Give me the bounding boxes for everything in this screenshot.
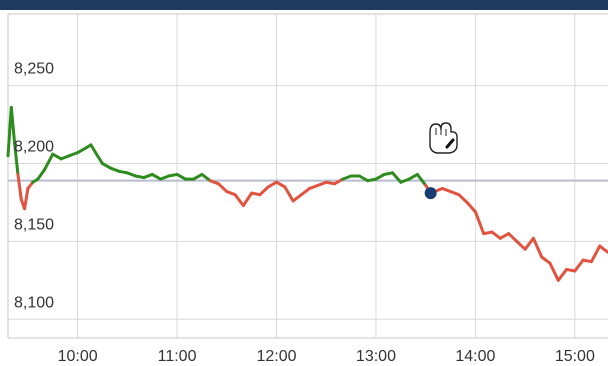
series-segment [598, 244, 608, 254]
series-segment [23, 186, 30, 211]
series-segment [233, 193, 245, 208]
x-tick-label: 15:00 [555, 348, 595, 365]
series-segment [275, 180, 287, 189]
series-segment [391, 171, 403, 184]
x-tick-label: 13:00 [356, 348, 396, 365]
series-segment [457, 193, 469, 204]
series-segment [266, 180, 279, 189]
series-segment [96, 154, 104, 166]
header-bar [0, 0, 608, 10]
y-axis-ticks: 8,100 8,150 8,200 8,250 [14, 61, 54, 312]
series-segment [507, 232, 519, 243]
series-segment [465, 200, 477, 214]
series-segment [357, 174, 370, 183]
series-segment [216, 182, 229, 194]
series-segment [415, 172, 428, 187]
y-tick-label: 8,250 [14, 61, 54, 78]
series-segment [51, 152, 63, 161]
x-axis-ticks: 10:00 11:00 12:00 13:00 14:00 15:00 [58, 348, 595, 365]
series-segment [16, 172, 23, 201]
y-tick-label: 8,150 [14, 216, 54, 233]
series-segment [42, 152, 55, 172]
series-segment [291, 193, 303, 203]
grab-hand-icon [429, 122, 458, 154]
series-segment [258, 185, 270, 197]
series-segment [531, 236, 544, 259]
grid [8, 14, 608, 338]
series-segment [200, 172, 212, 183]
marker-group [424, 187, 437, 200]
series-segment [76, 146, 88, 155]
series-segment [9, 105, 17, 145]
price-series [6, 105, 608, 282]
series-segment [573, 258, 585, 273]
series-segment [283, 185, 295, 203]
series-segment [36, 168, 46, 181]
series-segment [150, 172, 162, 181]
series-segment [192, 172, 204, 181]
series-segment [548, 261, 560, 282]
series-segment [540, 255, 552, 265]
series-segment [407, 172, 419, 181]
series-segment [175, 172, 187, 181]
x-tick-label: 12:00 [256, 348, 296, 365]
series-segment [490, 230, 502, 240]
series-segment [299, 186, 312, 197]
series-segment [241, 191, 254, 208]
series-segment [589, 244, 602, 264]
series-segment [523, 236, 535, 251]
axis-frame [7, 13, 608, 339]
y-tick-label: 8,100 [14, 294, 54, 311]
current-point-marker[interactable] [424, 187, 437, 200]
y-tick-label: 8,200 [14, 139, 54, 156]
series-segment [13, 141, 20, 176]
series-segment [556, 267, 569, 282]
series-segment [374, 172, 386, 181]
series-segment [89, 143, 100, 158]
series-segment [333, 177, 345, 186]
series-segment [515, 239, 527, 251]
series-segment [498, 232, 511, 240]
x-tick-label: 10:00 [58, 348, 98, 365]
x-tick-label: 11:00 [158, 348, 197, 365]
series-segment [100, 162, 113, 170]
x-tick-label: 14:00 [455, 348, 495, 365]
series-segment [473, 210, 486, 236]
